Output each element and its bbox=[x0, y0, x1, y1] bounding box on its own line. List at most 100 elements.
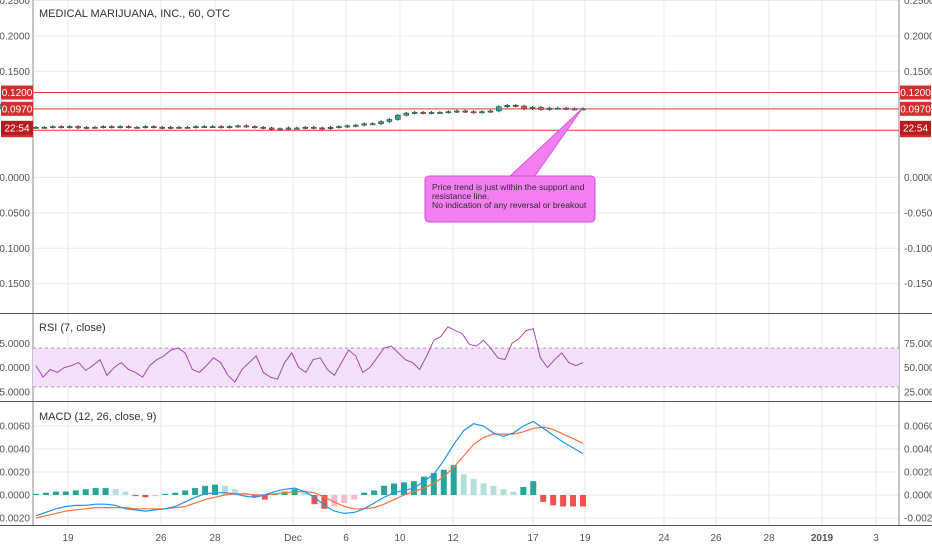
left-price-badge: 0.1200 bbox=[2, 88, 33, 99]
candle-body bbox=[243, 125, 250, 128]
annotation-line-2: resistance line. bbox=[432, 191, 489, 201]
candle-body bbox=[420, 112, 426, 114]
price-tick-label-right: -0.1000 bbox=[904, 244, 932, 255]
rsi-band bbox=[33, 348, 899, 387]
time-tick-label: 28 bbox=[763, 533, 775, 544]
macd-histogram-bar bbox=[152, 495, 159, 497]
price-tick-label-right: 0.1500 bbox=[904, 67, 932, 78]
macd-histogram-bar bbox=[341, 495, 348, 504]
macd-histogram-bar bbox=[82, 489, 89, 495]
candle-body bbox=[50, 126, 56, 128]
macd-histogram-bar bbox=[460, 474, 467, 495]
candle-body bbox=[428, 112, 435, 114]
rsi-tick-label-left: 75.0000 bbox=[0, 339, 30, 350]
candle-body bbox=[555, 107, 561, 110]
macd-histogram-bar bbox=[221, 485, 228, 495]
candle-body bbox=[218, 126, 224, 128]
macd-signal-line[interactable] bbox=[35, 426, 584, 519]
macd-histogram-bar bbox=[172, 492, 179, 495]
macd-tick-label-left: 0.0060 bbox=[0, 422, 30, 433]
time-tick-label: 26 bbox=[155, 533, 167, 544]
time-tick-label: 3 bbox=[873, 533, 879, 544]
candle-body bbox=[285, 127, 292, 130]
candle-body bbox=[504, 105, 511, 107]
macd-tick-label-left: -0.0020 bbox=[0, 514, 30, 525]
price-tick-label-left: -0.0500 bbox=[0, 208, 30, 219]
macd-histogram-bar bbox=[301, 490, 308, 495]
rsi-title: RSI (7, close) bbox=[39, 322, 106, 334]
macd-histogram-bar bbox=[311, 495, 318, 505]
candle-body bbox=[193, 126, 199, 128]
macd-histogram-bar bbox=[500, 489, 507, 495]
left-time-badge-bg bbox=[1, 120, 33, 135]
support-resistance-lines[interactable] bbox=[33, 92, 899, 131]
candle-body bbox=[529, 107, 536, 110]
grid-lines bbox=[33, 0, 899, 525]
right-price-badge-bg bbox=[900, 101, 931, 116]
candle-body bbox=[454, 110, 460, 113]
macd-histogram-bar bbox=[440, 469, 447, 495]
time-tick-label: Dec bbox=[284, 533, 302, 544]
macd-histogram-bar bbox=[361, 492, 368, 495]
candle-body bbox=[538, 107, 544, 110]
rsi-tick-label-left: 25.0000 bbox=[0, 387, 30, 398]
macd-histogram-bar bbox=[162, 493, 169, 495]
macd-histogram-bar bbox=[540, 495, 547, 502]
macd-histogram-bar bbox=[530, 481, 537, 495]
candle-body bbox=[100, 126, 107, 128]
candle-body bbox=[151, 126, 157, 128]
macd-histogram-bar bbox=[251, 495, 258, 498]
rsi-tick-label-right: 75.0000 bbox=[904, 339, 932, 350]
macd-histogram-bar bbox=[42, 492, 49, 495]
annotation-callout[interactable]: Price trend is just within the support a… bbox=[424, 108, 596, 223]
macd-histogram-bar bbox=[132, 495, 139, 497]
macd-histogram-bar bbox=[112, 489, 119, 495]
annotation-line-3: No indication of any reversal or breakou… bbox=[432, 200, 587, 210]
macd-histogram-bar bbox=[480, 483, 487, 495]
candle-body bbox=[378, 121, 384, 124]
candle-body bbox=[41, 126, 48, 129]
candle-body bbox=[134, 126, 140, 129]
time-tick-label: 10 bbox=[394, 533, 406, 544]
candle-body bbox=[386, 119, 393, 122]
candle-body bbox=[563, 107, 569, 110]
right-time-badge: 22:54 bbox=[903, 123, 928, 134]
macd-histogram-bar bbox=[351, 495, 358, 500]
left-price-badge-bg bbox=[1, 85, 33, 100]
candle-body bbox=[462, 110, 468, 113]
candle-body bbox=[159, 126, 165, 129]
candle-body bbox=[167, 126, 174, 129]
price-tick-label-right: -0.1500 bbox=[904, 279, 932, 290]
candle-body bbox=[142, 126, 149, 128]
rsi-axis: 75.0000 75.0000 50.0000 50.0000 25.0000 25.00… bbox=[0, 339, 932, 399]
candle-body bbox=[108, 126, 115, 128]
candle-body bbox=[512, 105, 519, 107]
chart-title: MEDICAL MARIJUANA, INC., 60, OTC bbox=[39, 8, 230, 20]
candle-body bbox=[201, 126, 208, 128]
candle-body bbox=[487, 110, 494, 113]
macd-histogram-bar bbox=[450, 465, 457, 495]
macd-histogram-bar bbox=[420, 476, 427, 495]
right-price-badge-bg bbox=[900, 85, 931, 100]
macd-histogram-bar bbox=[142, 495, 149, 498]
time-axis[interactable]: 19 26 28 Dec 6 10 12 17 19 24 26 28 2019 3 bbox=[62, 533, 879, 544]
macd-histogram-bar bbox=[72, 490, 79, 495]
price-tick-label-left: 0.0000 bbox=[0, 173, 30, 184]
candle-body bbox=[33, 126, 39, 129]
annotation-box[interactable] bbox=[424, 175, 596, 223]
candle-body bbox=[521, 105, 527, 110]
macd-axis: 0.0060 0.0060 0.0040 0.0040 0.0020 0.0020 0.00… bbox=[0, 422, 932, 525]
macd-tick-label-right: 0.0000 bbox=[904, 491, 932, 502]
left-price-badge-bg bbox=[1, 101, 33, 116]
candle-body bbox=[403, 112, 410, 116]
candle-body bbox=[260, 126, 266, 129]
candlestick-series[interactable] bbox=[33, 104, 586, 131]
macd-title: MACD (12, 26, close, 9) bbox=[39, 411, 156, 423]
rsi-line[interactable] bbox=[35, 326, 584, 383]
macd-histogram-bar bbox=[231, 489, 238, 495]
left-price-badge: 0.0970 bbox=[2, 104, 33, 115]
macd-histogram-bar bbox=[52, 491, 59, 495]
candle-body bbox=[437, 112, 443, 114]
macd-line[interactable] bbox=[35, 420, 584, 517]
